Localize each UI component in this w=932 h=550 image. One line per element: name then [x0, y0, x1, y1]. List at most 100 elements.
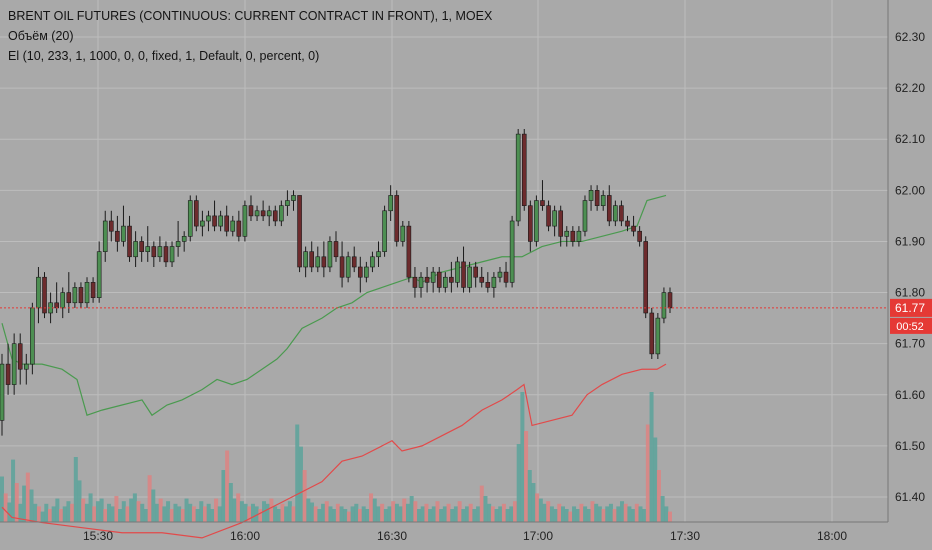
- volume-bar: [546, 501, 551, 522]
- y-tick-label: 61.80: [895, 286, 925, 300]
- x-tick-label: 16:30: [377, 529, 407, 543]
- volume-bar: [501, 503, 506, 522]
- candle-body: [345, 256, 351, 278]
- candle-body: [594, 190, 600, 206]
- legend: BRENT OIL FUTURES (CONTINUOUS: CURRENT C…: [8, 6, 492, 66]
- volume-bar: [88, 493, 93, 522]
- last-price-label: 61.77: [895, 301, 925, 315]
- candle-body: [291, 195, 296, 201]
- volume-bar: [394, 503, 399, 522]
- volume-bar: [346, 511, 351, 522]
- volume-bar: [180, 509, 185, 522]
- volume-bar: [564, 509, 569, 522]
- candle-body: [619, 205, 624, 222]
- candle-body: [388, 195, 393, 212]
- candle-body: [376, 251, 381, 258]
- volume-bar: [254, 506, 259, 522]
- candle-body: [309, 251, 315, 268]
- volume-bar: [653, 437, 658, 522]
- volume-bar: [660, 496, 665, 522]
- volume-bar: [129, 498, 134, 522]
- volume-bar: [520, 392, 525, 522]
- candle-body: [558, 210, 563, 237]
- candle-body: [200, 220, 205, 227]
- candle-body: [588, 190, 594, 201]
- volume-bar: [376, 506, 381, 522]
- volume-bar: [549, 506, 554, 522]
- volume-bar: [51, 506, 56, 522]
- volume-bars: [0, 392, 672, 522]
- volume-bar: [77, 480, 82, 522]
- volume-bar: [55, 498, 60, 522]
- volume-bar: [413, 501, 418, 522]
- countdown-label: 00:52: [896, 321, 924, 333]
- volume-bar: [597, 506, 602, 522]
- volume-bar: [424, 503, 429, 522]
- volume-bar: [169, 509, 174, 522]
- volume-bar: [579, 503, 584, 522]
- volume-bar: [206, 503, 211, 522]
- candle-body: [485, 282, 491, 288]
- volume-bar: [332, 509, 337, 522]
- y-tick-label: 61.90: [895, 234, 925, 248]
- price-line: 61.77 00:52: [0, 298, 932, 334]
- volume-bar: [354, 503, 359, 522]
- volume-bar: [339, 506, 344, 522]
- candle-body: [60, 292, 66, 309]
- volume-bar: [465, 506, 470, 522]
- candle-body: [5, 363, 11, 385]
- volume-bar: [66, 501, 71, 522]
- axes: 15:30 16:00 16:30 17:00 17:30 18:00 62.30 62.20…: [0, 0, 925, 543]
- volume-bar: [250, 503, 255, 522]
- candle-body: [169, 246, 175, 263]
- volume-bar: [214, 498, 219, 522]
- candle-body: [473, 266, 478, 278]
- volume-bar: [457, 501, 462, 522]
- volume-bar: [428, 509, 433, 522]
- candle-body: [564, 230, 570, 237]
- volume-bar: [380, 503, 385, 522]
- candle-body: [96, 251, 102, 298]
- volume-bar: [155, 503, 160, 522]
- volume-bar: [516, 444, 521, 522]
- candle-body: [552, 210, 557, 227]
- candle-body: [30, 307, 35, 365]
- candle-body: [631, 225, 636, 232]
- volume-bar: [269, 498, 274, 522]
- candle-body: [102, 220, 108, 252]
- candle-body: [84, 282, 90, 304]
- candle-body: [23, 363, 29, 370]
- candle-body: [364, 266, 369, 278]
- candle-body: [181, 236, 187, 242]
- candle-body: [194, 200, 199, 227]
- candle-body: [285, 200, 290, 206]
- y-tick-label: 62.20: [895, 81, 925, 95]
- volume-bar: [439, 509, 444, 522]
- volume-bar: [313, 506, 318, 522]
- volume-bar: [483, 496, 488, 522]
- volume-bar: [166, 501, 171, 522]
- volume-bar: [405, 503, 410, 522]
- candle-body: [254, 210, 260, 217]
- volume-bar: [280, 503, 285, 522]
- volume-bar: [225, 450, 230, 522]
- volume-bar: [232, 498, 237, 522]
- volume-bar: [560, 506, 565, 522]
- indicator-line-green: [1, 194, 667, 417]
- candle-body: [418, 276, 424, 288]
- volume-bar: [147, 475, 152, 522]
- volume-bar: [143, 509, 148, 522]
- candle-body: [643, 241, 649, 314]
- volume-bar: [343, 509, 348, 522]
- candle-body: [145, 246, 151, 252]
- volume-bar: [295, 424, 300, 522]
- volume-bar: [357, 509, 362, 522]
- candle-body: [260, 210, 266, 217]
- candle-body: [467, 266, 472, 288]
- candle-body: [479, 276, 485, 283]
- x-tick-label: 16:00: [230, 529, 260, 543]
- volume-bar: [620, 501, 625, 522]
- candle-body: [339, 256, 345, 278]
- volume-bar: [328, 506, 333, 522]
- volume-bar: [450, 509, 455, 522]
